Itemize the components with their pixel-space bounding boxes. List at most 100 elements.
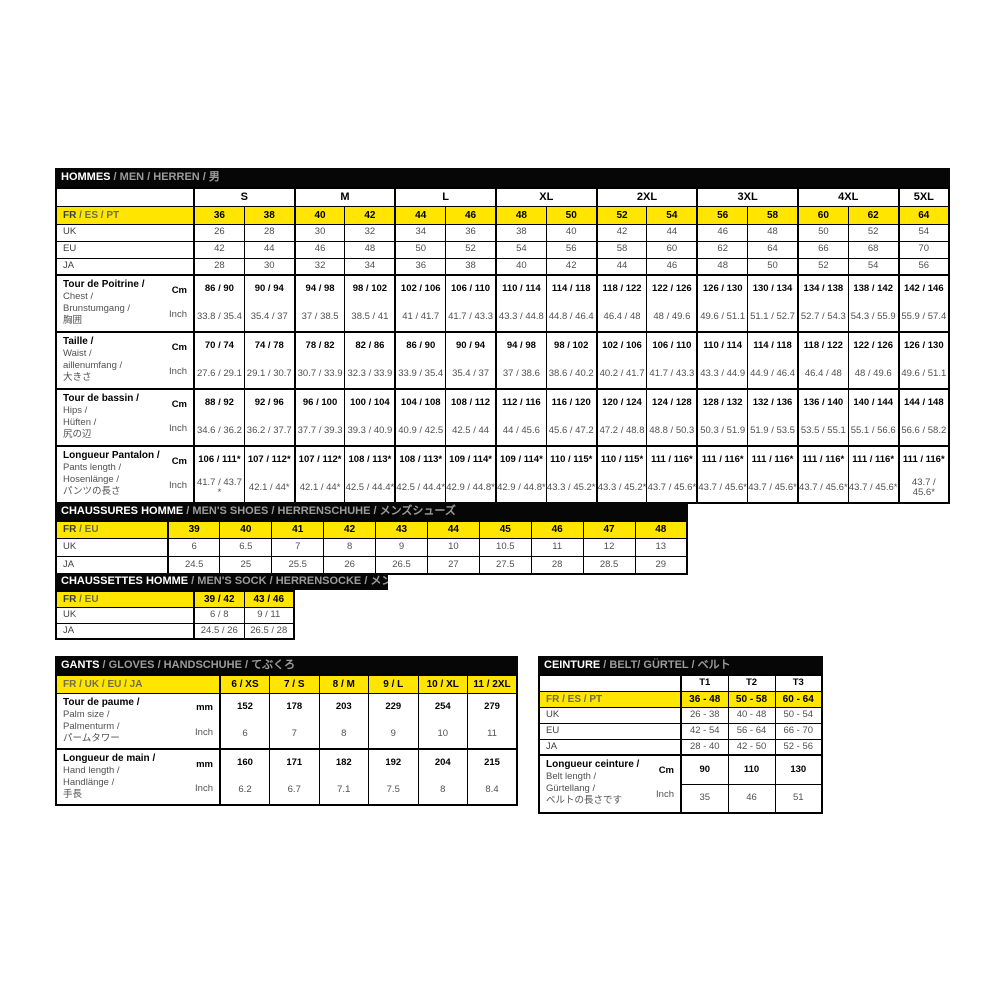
region-value-cell: 28: [530, 555, 584, 575]
measure-value-cell: 111 / 116*: [897, 445, 950, 474]
measure-label-line: Taille /: [63, 336, 94, 347]
region-row-label: UK: [55, 606, 195, 624]
row-label-rest: FR / ES / PT: [546, 693, 603, 705]
region-value-cell: 24.5 / 26: [193, 622, 245, 640]
measure-value-cell: 42.1 / 44*: [293, 474, 346, 504]
size-value-cell: 6 / XS: [219, 674, 270, 694]
size-group-cell: 5XL: [897, 187, 950, 207]
measure-value-cell: 140 / 144: [847, 388, 900, 417]
measure-value-cell: 111 / 116*: [747, 445, 799, 474]
measure-value-cell: 204: [417, 748, 468, 777]
measure-value-cell: 122 / 126: [847, 331, 900, 360]
men-size-grid: S M L XL 2XL 3XL 4XL 5XL FR / ES / PT 36 38 40 42 44 4…: [55, 187, 950, 504]
measure-value-cell: 78 / 82: [293, 331, 346, 360]
size-value-cell: 40: [293, 205, 346, 225]
belt-size-grid: T1 T2 T3 FR / ES / PT 36 - 48 50 - 58 60 - 64 U…: [538, 674, 823, 814]
measure-value-cell: 120 / 124: [595, 388, 648, 417]
measure-value-cell: 130 / 134: [747, 274, 799, 303]
measure-value-cell: 7.1: [318, 777, 369, 806]
region-value-cell: 26.5: [375, 555, 428, 575]
measure-value-cell: 70 / 74: [192, 331, 245, 360]
size-value-cell: 56: [696, 205, 749, 225]
measure-value-cell: 43.3 / 44.9: [696, 360, 749, 390]
region-value-cell: 40: [494, 257, 547, 276]
region-value-cell: 42 - 50: [727, 738, 776, 756]
measure-value-cell: 118 / 122: [796, 331, 849, 360]
men-table-section: HOMMES / MEN / HERREN / 男 S M L XL 2XL 3XL 4XL…: [55, 168, 950, 504]
region-value-cell: 44: [595, 257, 648, 276]
measure-value-cell: 42.5 / 44: [445, 417, 497, 447]
size-value-cell: 52: [595, 205, 648, 225]
size-value-cell: 10 / XL: [417, 674, 468, 694]
measure-value-cell: 37 / 38.5: [293, 303, 346, 333]
size-row-label: FR / ES / PT: [538, 690, 682, 708]
measure-value-cell: 107 / 112*: [243, 445, 296, 474]
measure-value-cell: 142 / 146: [897, 274, 950, 303]
measure-value-cell: 49.6 / 51.1: [696, 303, 749, 333]
men-table-header: HOMMES / MEN / HERREN / 男: [55, 168, 950, 187]
measure-value-cell: 51.9 / 53.5: [747, 417, 799, 447]
size-row-label: FR / ES / PT: [55, 205, 195, 225]
measure-label-line: 手長: [63, 789, 83, 801]
region-value-cell: 11: [530, 537, 584, 557]
measure-label-line: Belt length /: [546, 771, 597, 782]
measure-value-cell: 49.6 / 51.1: [897, 360, 950, 390]
measure-value-cell: 43.7 / 45.6*: [897, 474, 950, 504]
measure-label-line: 大きさ: [63, 372, 92, 384]
size-value-cell: 60 - 64: [774, 690, 823, 708]
measure-label-cell: Longueur ceinture / Belt length / Gürtella…: [538, 754, 682, 814]
shoes-table-subtitle: / MEN'S SHOES / HERRENSCHUHE / メンズシューズ: [183, 505, 456, 517]
measure-label-line: Gürtellang /: [546, 783, 596, 795]
measure-label-line: aillenumfang /: [63, 360, 123, 372]
belt-table-section: CEINTURE / BELT/ GÜRTEL / ベルト T1 T2 T3 FR /…: [538, 656, 823, 814]
region-value-cell: 56: [897, 257, 950, 276]
measure-value-cell: 110 / 114: [696, 331, 749, 360]
size-value-cell: 8 / M: [318, 674, 369, 694]
measure-value-cell: 126 / 130: [897, 331, 950, 360]
unit-label: Inch: [195, 783, 213, 795]
region-value-cell: 26: [192, 223, 245, 242]
size-value-cell: 58: [747, 205, 799, 225]
region-value-cell: 52: [796, 257, 849, 276]
measure-value-cell: 7: [269, 721, 320, 750]
region-value-cell: 46: [646, 257, 698, 276]
region-value-cell: 52: [847, 223, 900, 242]
measure-value-cell: 43.7 / 45.6*: [847, 474, 900, 504]
shoes-table-section: CHAUSSURES HOMME / MEN'S SHOES / HERRENS…: [55, 502, 688, 575]
measure-value-cell: 55.1 / 56.6: [847, 417, 900, 447]
unit-label: mm: [196, 702, 213, 714]
measure-value-cell: 74 / 78: [243, 331, 296, 360]
measure-value-cell: 42.5 / 44.4*: [344, 474, 396, 504]
measure-value-cell: 106 / 111*: [192, 445, 245, 474]
size-value-cell: 45: [478, 520, 532, 539]
region-value-cell: 32: [344, 223, 396, 242]
region-value-cell: 26.5 / 28: [243, 622, 295, 640]
measure-value-cell: 130: [774, 754, 823, 785]
measure-label-line: 胸囲: [63, 315, 83, 327]
measure-value-cell: 94 / 98: [293, 274, 346, 303]
size-value-cell: 54: [646, 205, 698, 225]
measure-value-cell: 90 / 94: [243, 274, 296, 303]
region-value-cell: 40: [545, 223, 598, 242]
row-label-rest: / EU: [76, 593, 99, 605]
region-value-cell: 68: [847, 240, 900, 259]
measure-value-cell: 138 / 142: [847, 274, 900, 303]
measure-value-cell: 104 / 108: [394, 388, 447, 417]
region-value-cell: 42 - 54: [680, 722, 729, 740]
measure-value-cell: 109 / 114*: [445, 445, 497, 474]
measure-value-cell: 109 / 114*: [494, 445, 547, 474]
region-value-cell: 38: [445, 257, 497, 276]
socks-table-subtitle: / MEN'S SOCK / HERRENSOCKE / メンズソックス: [191, 575, 388, 587]
belt-size-header-cell: T1: [680, 674, 729, 692]
measure-value-cell: 114 / 118: [545, 274, 598, 303]
measure-value-cell: 215: [467, 748, 518, 777]
size-value-cell: 48: [494, 205, 547, 225]
measure-label-cell: Tour de bassin / Hips / Hüften / 尻の辺 Cm Inch: [55, 388, 195, 447]
region-value-cell: 28: [192, 257, 245, 276]
region-value-cell: 6: [167, 537, 221, 557]
measure-value-cell: 122 / 126: [646, 274, 698, 303]
region-value-cell: 29: [634, 555, 688, 575]
measure-value-cell: 44 / 45.6: [494, 417, 547, 447]
measure-value-cell: 100 / 104: [344, 388, 396, 417]
size-value-cell: 38: [243, 205, 296, 225]
